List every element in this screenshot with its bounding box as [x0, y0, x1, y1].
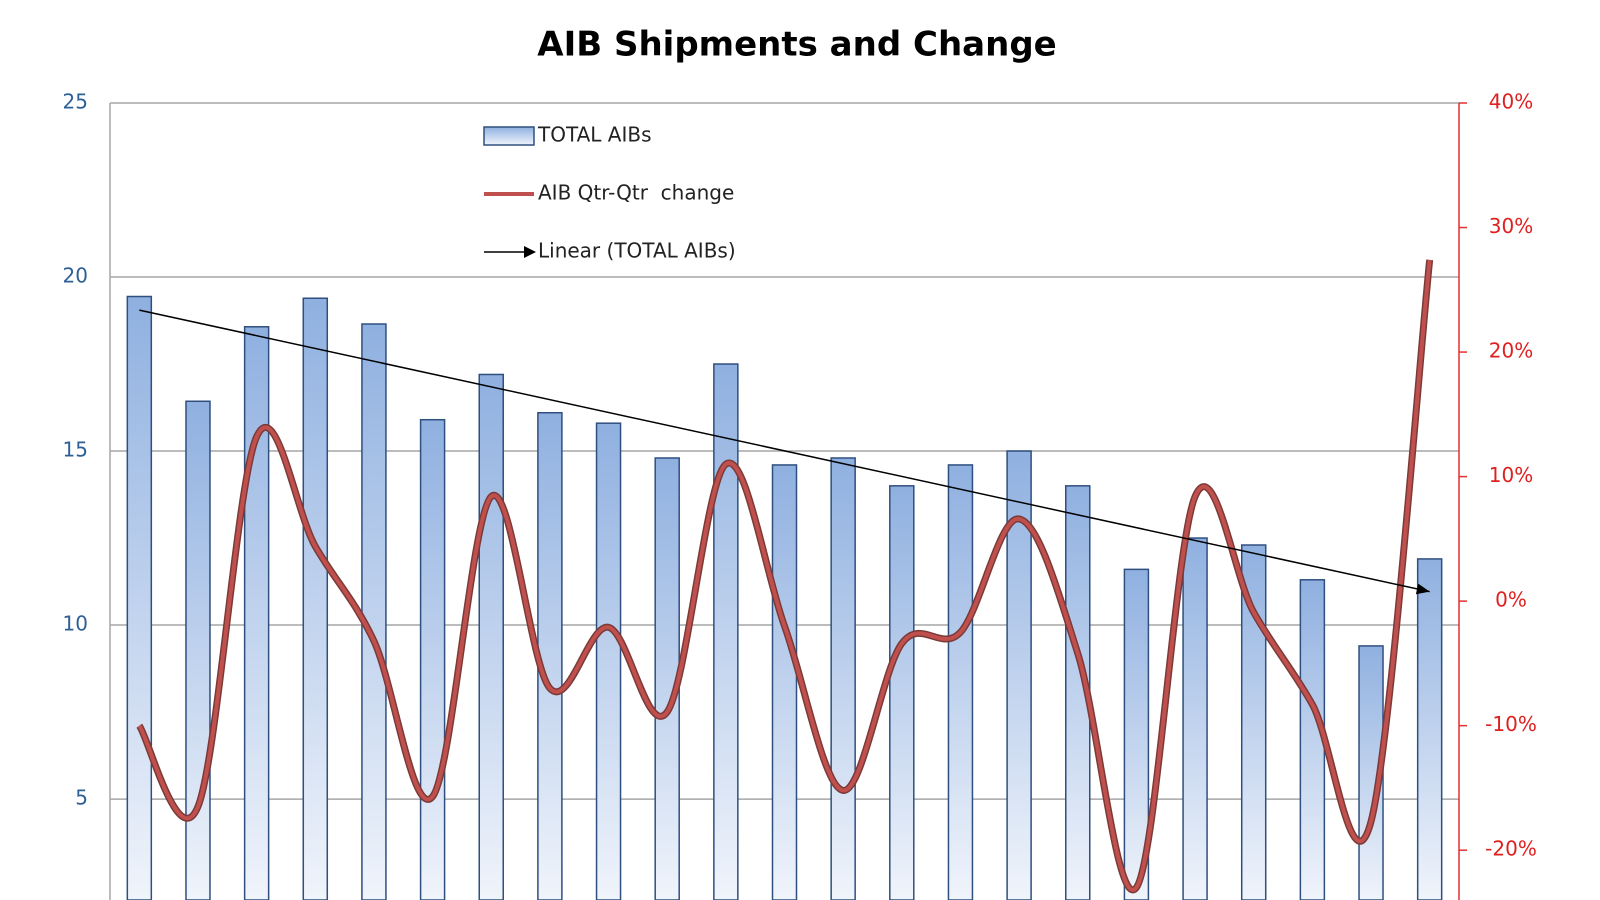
- y-tick-label: 5: [75, 786, 88, 810]
- bar: [419, 418, 446, 900]
- legend-label: TOTAL AIBs: [537, 123, 652, 147]
- legend-swatch: [483, 126, 535, 146]
- bar: [126, 295, 153, 900]
- bar: [478, 373, 504, 900]
- chart-title: AIB Shipments and Change: [537, 25, 1056, 65]
- y-tick-label: 20: [63, 264, 88, 288]
- y2-tick-label: 20%: [1489, 339, 1533, 363]
- bar: [302, 297, 329, 900]
- bar: [947, 464, 974, 900]
- bar: [830, 457, 856, 900]
- trendline: [139, 309, 1430, 593]
- y2-tick-label: 30%: [1489, 214, 1533, 238]
- bar: [595, 422, 622, 900]
- bar: [537, 412, 563, 900]
- y-tick-label: 10: [63, 612, 88, 636]
- bar: [1240, 544, 1267, 900]
- legend-label: Linear (TOTAL AIBs): [538, 239, 736, 263]
- y-tick-label: 15: [63, 438, 88, 462]
- bar: [1299, 579, 1326, 900]
- bar: [713, 363, 739, 900]
- y2-tick-label: 10%: [1489, 463, 1533, 487]
- y-tick-label: 25: [63, 90, 88, 114]
- y2-tick-label: -20%: [1485, 837, 1537, 861]
- line: [137, 259, 1432, 892]
- bar: [889, 485, 915, 900]
- legend-label: AIB Qtr-Qtr change: [538, 181, 734, 205]
- bar: [1182, 537, 1208, 900]
- bar: [243, 326, 270, 900]
- y2-tick-label: 40%: [1489, 90, 1533, 114]
- bar: [185, 400, 211, 900]
- bar: [361, 323, 387, 900]
- trendline-arrow: [1415, 583, 1430, 595]
- y2-tick-label: 0%: [1495, 588, 1527, 612]
- y2-tick-label: -10%: [1485, 712, 1537, 736]
- legend-arrow: [524, 246, 536, 258]
- bar: [771, 464, 798, 900]
- bar: [1416, 558, 1443, 900]
